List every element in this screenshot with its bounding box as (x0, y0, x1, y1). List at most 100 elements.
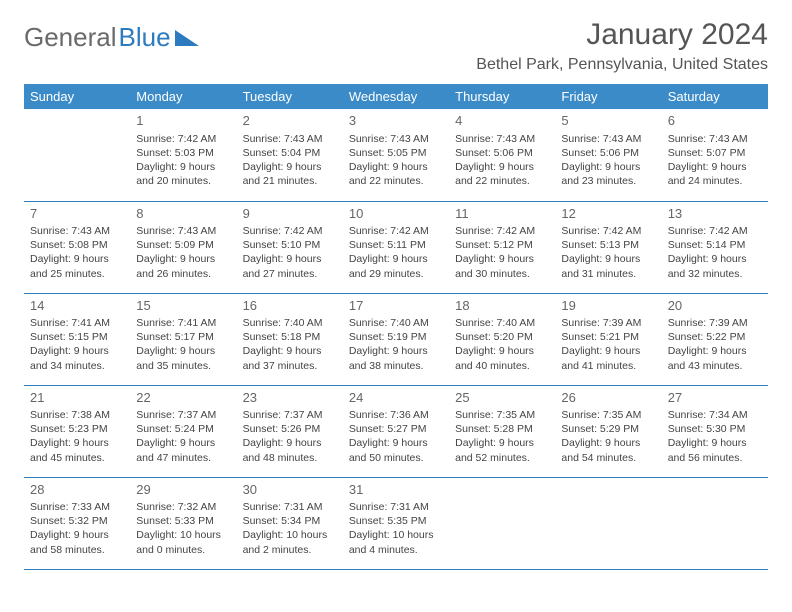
calendar-day-cell (24, 109, 130, 201)
day-number: 3 (349, 112, 443, 130)
daylight-text: Daylight: 9 hours (136, 252, 230, 266)
daylight-text: Daylight: 9 hours (243, 160, 337, 174)
sunset-text: Sunset: 5:35 PM (349, 514, 443, 528)
calendar-day-cell: 25Sunrise: 7:35 AMSunset: 5:28 PMDayligh… (449, 385, 555, 477)
daylight-text: Daylight: 9 hours (561, 344, 655, 358)
logo-triangle-icon (175, 22, 199, 53)
day-number: 11 (455, 205, 549, 223)
sunset-text: Sunset: 5:23 PM (30, 422, 124, 436)
day-number: 1 (136, 112, 230, 130)
day-number: 20 (668, 297, 762, 315)
calendar-day-cell: 31Sunrise: 7:31 AMSunset: 5:35 PMDayligh… (343, 477, 449, 569)
daylight-text: Daylight: 10 hours (136, 528, 230, 542)
daylight-text: Daylight: 9 hours (561, 160, 655, 174)
sunrise-text: Sunrise: 7:42 AM (455, 224, 549, 238)
logo-text-general: General (24, 22, 117, 53)
daylight-text: and 41 minutes. (561, 359, 655, 373)
day-number: 8 (136, 205, 230, 223)
daylight-text: Daylight: 10 hours (349, 528, 443, 542)
daylight-text: and 4 minutes. (349, 543, 443, 557)
day-number: 26 (561, 389, 655, 407)
day-number: 6 (668, 112, 762, 130)
sunrise-text: Sunrise: 7:32 AM (136, 500, 230, 514)
day-number: 21 (30, 389, 124, 407)
daylight-text: and 43 minutes. (668, 359, 762, 373)
daylight-text: Daylight: 9 hours (455, 344, 549, 358)
daylight-text: Daylight: 9 hours (30, 344, 124, 358)
weekday-header: Monday (130, 84, 236, 109)
day-number: 14 (30, 297, 124, 315)
day-number: 7 (30, 205, 124, 223)
daylight-text: Daylight: 9 hours (243, 344, 337, 358)
sunset-text: Sunset: 5:28 PM (455, 422, 549, 436)
calendar-day-cell (449, 477, 555, 569)
sunrise-text: Sunrise: 7:42 AM (243, 224, 337, 238)
daylight-text: and 20 minutes. (136, 174, 230, 188)
day-number: 25 (455, 389, 549, 407)
daylight-text: and 37 minutes. (243, 359, 337, 373)
daylight-text: Daylight: 9 hours (561, 436, 655, 450)
sunrise-text: Sunrise: 7:43 AM (668, 132, 762, 146)
logo: GeneralBlue (24, 18, 199, 53)
calendar-day-cell: 10Sunrise: 7:42 AMSunset: 5:11 PMDayligh… (343, 201, 449, 293)
daylight-text: Daylight: 9 hours (561, 252, 655, 266)
calendar-day-cell: 26Sunrise: 7:35 AMSunset: 5:29 PMDayligh… (555, 385, 661, 477)
sunset-text: Sunset: 5:10 PM (243, 238, 337, 252)
daylight-text: and 35 minutes. (136, 359, 230, 373)
sunrise-text: Sunrise: 7:31 AM (243, 500, 337, 514)
sunset-text: Sunset: 5:32 PM (30, 514, 124, 528)
calendar-day-cell: 16Sunrise: 7:40 AMSunset: 5:18 PMDayligh… (237, 293, 343, 385)
daylight-text: and 38 minutes. (349, 359, 443, 373)
calendar-day-cell: 19Sunrise: 7:39 AMSunset: 5:21 PMDayligh… (555, 293, 661, 385)
calendar-day-cell: 14Sunrise: 7:41 AMSunset: 5:15 PMDayligh… (24, 293, 130, 385)
calendar-day-cell (662, 477, 768, 569)
sunrise-text: Sunrise: 7:40 AM (455, 316, 549, 330)
sunset-text: Sunset: 5:20 PM (455, 330, 549, 344)
sunset-text: Sunset: 5:18 PM (243, 330, 337, 344)
weekday-row: Sunday Monday Tuesday Wednesday Thursday… (24, 84, 768, 109)
daylight-text: and 24 minutes. (668, 174, 762, 188)
calendar-day-cell: 30Sunrise: 7:31 AMSunset: 5:34 PMDayligh… (237, 477, 343, 569)
daylight-text: and 21 minutes. (243, 174, 337, 188)
sunrise-text: Sunrise: 7:43 AM (30, 224, 124, 238)
weekday-header: Saturday (662, 84, 768, 109)
daylight-text: Daylight: 9 hours (30, 436, 124, 450)
day-number: 10 (349, 205, 443, 223)
calendar-day-cell: 12Sunrise: 7:42 AMSunset: 5:13 PMDayligh… (555, 201, 661, 293)
day-number: 16 (243, 297, 337, 315)
calendar-week-row: 28Sunrise: 7:33 AMSunset: 5:32 PMDayligh… (24, 477, 768, 569)
calendar-day-cell: 11Sunrise: 7:42 AMSunset: 5:12 PMDayligh… (449, 201, 555, 293)
calendar-day-cell: 3Sunrise: 7:43 AMSunset: 5:05 PMDaylight… (343, 109, 449, 201)
day-number: 17 (349, 297, 443, 315)
daylight-text: Daylight: 9 hours (455, 436, 549, 450)
daylight-text: and 2 minutes. (243, 543, 337, 557)
sunrise-text: Sunrise: 7:37 AM (136, 408, 230, 422)
daylight-text: Daylight: 9 hours (455, 160, 549, 174)
sunset-text: Sunset: 5:26 PM (243, 422, 337, 436)
calendar-day-cell: 8Sunrise: 7:43 AMSunset: 5:09 PMDaylight… (130, 201, 236, 293)
sunset-text: Sunset: 5:30 PM (668, 422, 762, 436)
sunset-text: Sunset: 5:06 PM (561, 146, 655, 160)
sunset-text: Sunset: 5:08 PM (30, 238, 124, 252)
daylight-text: and 47 minutes. (136, 451, 230, 465)
calendar-week-row: 7Sunrise: 7:43 AMSunset: 5:08 PM Daylight… (24, 201, 768, 293)
day-number: 22 (136, 389, 230, 407)
calendar-day-cell: 9Sunrise: 7:42 AMSunset: 5:10 PMDaylight… (237, 201, 343, 293)
day-number: 23 (243, 389, 337, 407)
daylight-text: and 0 minutes. (136, 543, 230, 557)
day-number: 9 (243, 205, 337, 223)
calendar-day-cell: 28Sunrise: 7:33 AMSunset: 5:32 PMDayligh… (24, 477, 130, 569)
sunset-text: Sunset: 5:15 PM (30, 330, 124, 344)
calendar-table: Sunday Monday Tuesday Wednesday Thursday… (24, 84, 768, 570)
sunrise-text: Sunrise: 7:34 AM (668, 408, 762, 422)
sunrise-text: Sunrise: 7:31 AM (349, 500, 443, 514)
daylight-text: and 23 minutes. (561, 174, 655, 188)
calendar-day-cell: 7Sunrise: 7:43 AMSunset: 5:08 PMDaylight… (24, 201, 130, 293)
sunrise-text: Sunrise: 7:37 AM (243, 408, 337, 422)
sunset-text: Sunset: 5:06 PM (455, 146, 549, 160)
day-number: 18 (455, 297, 549, 315)
daylight-text: Daylight: 9 hours (349, 344, 443, 358)
daylight-text: and 22 minutes. (349, 174, 443, 188)
calendar-day-cell: 4Sunrise: 7:43 AMSunset: 5:06 PMDaylight… (449, 109, 555, 201)
sunset-text: Sunset: 5:05 PM (349, 146, 443, 160)
